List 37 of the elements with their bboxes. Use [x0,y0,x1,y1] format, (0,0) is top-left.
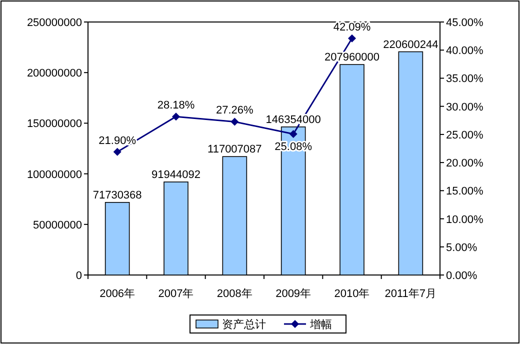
y2-tick-label: 5.00% [446,242,478,254]
y2-tick-label: 35.00% [446,73,484,86]
y2-tick-label: 20.00% [446,158,484,170]
y-tick-label: 50000000 [33,219,82,232]
point [289,130,298,138]
data-label: 28.18% [157,100,195,112]
data-label: 42.09% [333,21,371,34]
data-label: 27.26% [216,104,254,117]
data-label: 220600244 [383,38,438,51]
y-tick-label: 250000000 [26,17,82,29]
point [172,112,180,121]
y2-tick-label: 40.00% [446,45,484,58]
y-tick-label: 100000000 [26,168,82,181]
data-label: 71730368 [92,189,142,202]
data-label: 91944092 [152,168,200,181]
y-tick-label: 0 [76,270,82,282]
data-label: 21.90% [98,134,136,147]
y2-tick-label: 30.00% [446,101,484,114]
data-label: 117007087 [208,144,262,156]
legend-label: 增幅 [309,319,332,331]
legend-label: 资产总计 [222,318,266,331]
y2-tick-label: 25.00% [446,129,484,142]
y-tick-label: 200000000 [26,68,82,80]
point [348,34,356,42]
point [230,118,239,126]
y2-tick-label: 0.00% [446,270,478,282]
y2-tick-label: 15.00% [446,186,484,198]
x-tick-label: 2011年7月 [384,288,437,300]
x-tick-label: 2007年 [158,288,194,300]
y2-tick-label: 45.00% [446,17,484,29]
x-tick-label: 2010年 [334,288,370,300]
y-tick-label: 150000000 [26,118,82,130]
point [113,148,122,156]
x-tick-label: 2006年 [100,288,136,300]
x-tick-label: 2008年 [216,288,252,300]
y2-tick-label: 10.00% [446,214,484,226]
x-tick-label: 2009年 [276,288,312,300]
